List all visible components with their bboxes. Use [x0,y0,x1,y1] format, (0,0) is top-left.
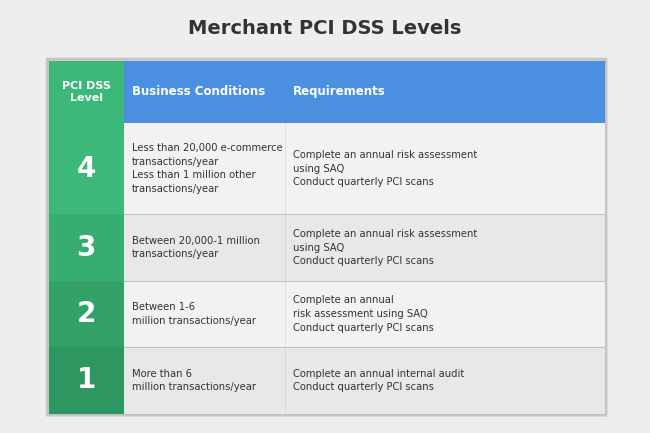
Bar [49,123,124,214]
Text: 1: 1 [77,366,96,394]
Text: PCI DSS
Level: PCI DSS Level [62,81,110,103]
Text: 2: 2 [77,300,96,328]
Bar [124,347,285,414]
Bar [49,347,124,414]
Text: 3: 3 [77,233,96,262]
Text: Between 1-6
million transactions/year: Between 1-6 million transactions/year [132,302,256,326]
Text: 4: 4 [77,155,96,183]
Text: Complete an annual risk assessment
using SAQ
Conduct quarterly PCI scans: Complete an annual risk assessment using… [293,229,477,266]
Bar [124,214,285,281]
FancyBboxPatch shape [48,60,605,414]
Bar [285,214,604,281]
Text: Requirements: Requirements [293,85,385,98]
Text: Between 20,000-1 million
transactions/year: Between 20,000-1 million transactions/ye… [132,236,259,259]
Bar [124,281,285,347]
Text: More than 6
million transactions/year: More than 6 million transactions/year [132,368,256,392]
Text: Less than 20,000 e-commerce
transactions/year
Less than 1 million other
transact: Less than 20,000 e-commerce transactions… [132,143,283,194]
FancyBboxPatch shape [46,58,608,417]
Text: Merchant PCI DSS Levels: Merchant PCI DSS Levels [188,19,462,38]
Bar [49,61,124,123]
Bar [285,281,604,347]
Text: Business Conditions: Business Conditions [132,85,265,98]
Bar [49,281,124,347]
Bar [124,61,604,123]
Bar [124,123,285,214]
Text: Complete an annual risk assessment
using SAQ
Conduct quarterly PCI scans: Complete an annual risk assessment using… [293,150,477,187]
Bar [285,347,604,414]
Text: Complete an annual internal audit
Conduct quarterly PCI scans: Complete an annual internal audit Conduc… [293,368,464,392]
Bar [285,123,604,214]
Bar [49,214,124,281]
Text: Complete an annual
risk assessment using SAQ
Conduct quarterly PCI scans: Complete an annual risk assessment using… [293,295,434,333]
